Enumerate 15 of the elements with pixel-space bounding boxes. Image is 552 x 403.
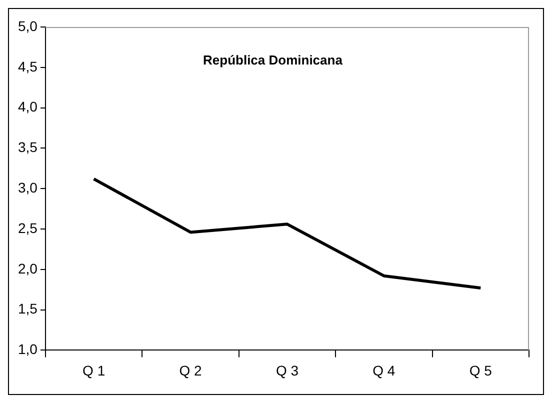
x-tick-label: Q 4: [372, 362, 396, 378]
y-tick-label: 2,0: [18, 260, 38, 276]
x-tick-label: Q 5: [469, 362, 492, 378]
y-tick-label: 2,5: [18, 220, 38, 236]
y-tick-label: 3,5: [18, 139, 38, 156]
y-tick-label: 3,0: [18, 179, 38, 196]
y-tick-label: 1,0: [18, 341, 38, 358]
x-tick-label: Q 2: [179, 362, 202, 378]
x-tick-label: Q 1: [82, 362, 106, 378]
y-tick-label: 4,0: [18, 98, 38, 115]
y-tick-label: 5,0: [18, 18, 38, 34]
y-tick-label: 1,5: [18, 300, 38, 317]
x-tick-label: Q 3: [276, 362, 299, 378]
text: República Dominicana: [203, 52, 344, 68]
y-tick-label: 4,5: [18, 58, 38, 74]
